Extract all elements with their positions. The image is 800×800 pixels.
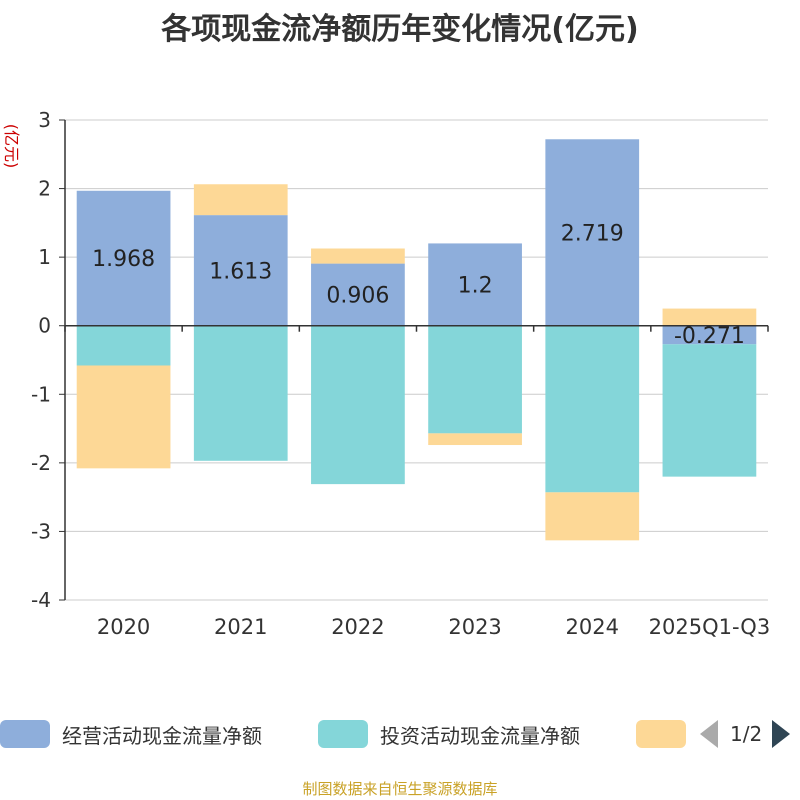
- bar-series0-2023: [428, 243, 522, 326]
- x-tick-label: 2024: [566, 615, 619, 639]
- bar-series0-2020: [76, 190, 171, 326]
- bar-series0-2021: [193, 215, 288, 326]
- data-label: -0.271: [674, 324, 745, 349]
- legend: 经营活动现金流量净额 投资活动现金流量净额 1/2: [0, 716, 800, 756]
- chart-title: 各项现金流净额历年变化情况(亿元): [161, 12, 639, 47]
- legend-prev-icon[interactable]: [700, 720, 718, 748]
- x-tick-label: 2022: [331, 615, 384, 639]
- y-tick-label: -3: [31, 519, 51, 543]
- x-tick-label: 2025Q1-Q3: [649, 615, 771, 639]
- data-label: 1.2: [458, 274, 493, 299]
- data-label: 0.906: [326, 284, 389, 309]
- legend-item-financing[interactable]: [636, 716, 686, 752]
- data-label: 1.613: [209, 259, 272, 284]
- bar-series0-2022: [311, 263, 405, 326]
- legend-swatch-financing: [636, 720, 686, 748]
- y-tick-label: 0: [38, 314, 51, 338]
- bar-series2-2020: [76, 365, 171, 469]
- y-tick-label: 2: [38, 177, 51, 201]
- legend-pager: 1/2: [700, 716, 791, 752]
- x-tick-label: 2020: [97, 615, 150, 639]
- bar-series1-2023: [428, 325, 522, 434]
- legend-swatch-operating: [0, 720, 50, 748]
- legend-swatch-investing: [318, 720, 368, 748]
- bar-series1-2022: [311, 325, 405, 485]
- legend-label-investing: 投资活动现金流量净额: [380, 723, 580, 748]
- data-label: 2.719: [561, 221, 624, 246]
- legend-item-investing[interactable]: 投资活动现金流量净额: [318, 716, 580, 752]
- bar-series1-2020: [76, 325, 171, 366]
- bar-series1-2025Q1-Q3: [662, 344, 757, 477]
- y-tick-label: 3: [38, 108, 51, 132]
- bar-series2-2021: [193, 184, 288, 216]
- bar-series1-2021: [193, 325, 288, 461]
- bar-series2-2022: [311, 248, 405, 264]
- bar-series1-2024: [545, 325, 640, 493]
- y-axis-label: (亿元): [2, 124, 21, 169]
- bar-series0-2024: [545, 139, 640, 326]
- bar-series2-2025Q1-Q3: [662, 308, 757, 326]
- legend-label-operating: 经营活动现金流量净额: [62, 723, 262, 748]
- plot-area: (亿元) 3 2 1 0 -1 -2 -3 -4 2020 2021 2022 2023 2024 202…: [2, 108, 771, 639]
- source-note: 制图数据来自恒生聚源数据库: [302, 780, 498, 798]
- y-tick-label: -4: [31, 588, 51, 612]
- legend-item-operating[interactable]: 经营活动现金流量净额: [0, 716, 262, 752]
- y-tick-label: -1: [31, 382, 51, 406]
- y-tick-label: 1: [38, 245, 51, 269]
- x-tick-label: 2021: [214, 615, 267, 639]
- bar-series0-2025Q1-Q3: [662, 325, 757, 345]
- y-tick-label: -2: [31, 451, 51, 475]
- legend-page-indicator: 1/2: [730, 722, 763, 746]
- x-tick-label: 2023: [448, 615, 501, 639]
- legend-next-icon[interactable]: [772, 720, 791, 748]
- bar-series2-2023: [428, 433, 522, 446]
- data-label: 1.968: [92, 247, 155, 272]
- bar-series2-2024: [545, 492, 640, 541]
